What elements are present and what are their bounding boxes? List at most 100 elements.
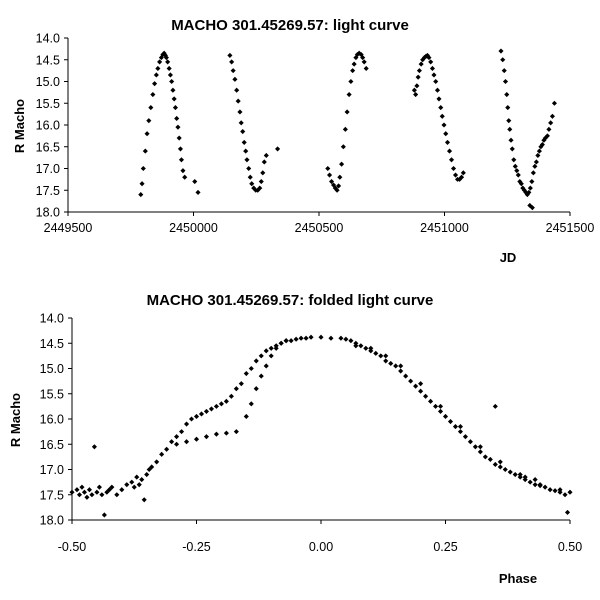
light-curve-data-point <box>433 78 439 85</box>
light-curve-data-point <box>546 126 552 132</box>
folded-light-curve-data-point <box>502 466 508 473</box>
folded-light-curve-data-point <box>462 434 468 440</box>
light-curve-data-point <box>434 87 441 93</box>
light-curve-data-point <box>240 128 246 135</box>
folded-light-curve-data-point <box>258 373 264 379</box>
light-curve-data-point <box>429 65 435 71</box>
light-curve-y-tick-label: 17.0 <box>36 162 60 176</box>
folded-light-curve-data-point <box>532 482 538 488</box>
folded-light-curve-data-point <box>328 335 334 341</box>
light-curve-data-point <box>146 118 152 124</box>
light-curve-data-point <box>142 148 148 154</box>
folded-light-curve-data-point <box>268 353 274 359</box>
light-curve-data-point <box>180 168 186 174</box>
light-curve-data-point <box>263 152 269 158</box>
light-curve-data-point <box>411 87 417 93</box>
folded-light-curve-data-point <box>564 509 571 515</box>
folded-light-curve-x-tick-label: 0.25 <box>433 540 457 554</box>
folded-light-curve-data-point <box>423 393 429 399</box>
folded-light-curve-y-tick-label: 14.5 <box>40 337 64 351</box>
folded-light-curve-data-point <box>418 381 424 387</box>
folded-light-curve-data-point <box>136 482 142 488</box>
folded-light-curve-data-point <box>273 345 279 351</box>
light-curve-x-tick-label: 2451000 <box>420 221 469 235</box>
folded-light-curve-data-point <box>348 338 354 344</box>
light-curve-data-point <box>416 68 422 74</box>
folded-light-curve-data-point <box>233 429 239 435</box>
light-curve-data-point <box>260 170 266 176</box>
light-curve-data-point <box>436 96 442 102</box>
light-curve-data-point <box>460 170 466 176</box>
light-curve-data-point <box>232 76 238 82</box>
light-curve-data-point <box>512 163 518 169</box>
light-curve-x-tick-label: 2450000 <box>169 221 218 235</box>
folded-light-curve-data-point <box>403 373 409 379</box>
light-curve-data-point <box>337 174 343 180</box>
light-curve-data-point <box>235 98 241 104</box>
folded-light-curve-data-point <box>101 512 107 518</box>
light-curve-data-point <box>148 105 154 111</box>
folded-light-curve-data-point <box>139 477 145 483</box>
folded-light-curve-data-point <box>174 441 180 447</box>
light-curve-data-point <box>167 72 173 78</box>
folded-light-curve-data-point <box>159 451 165 457</box>
folded-light-curve-data-point <box>293 336 299 342</box>
folded-light-curve-data-point <box>452 424 459 430</box>
folded-light-curve-data-point <box>393 363 399 369</box>
folded-light-curve-y-tick-label: 15.5 <box>40 387 64 401</box>
folded-light-curve-data-point <box>447 418 454 425</box>
folded-light-curve-data-point <box>477 444 483 450</box>
folded-light-curve-data-point <box>408 378 414 384</box>
folded-light-curve-x-tick-label: 0.00 <box>309 540 333 554</box>
light-curve-data-point <box>360 55 366 61</box>
light-curve-data-point <box>532 163 538 169</box>
folded-light-curve-data-point <box>203 434 210 440</box>
folded-light-curve-chart: MACHO 301.45269.57: folded light curve R… <box>8 292 582 586</box>
folded-light-curve-y-tick-label: 15.0 <box>40 362 64 376</box>
light-curve-data-point <box>363 65 369 71</box>
folded-light-curve-data-point <box>457 424 463 430</box>
folded-light-curve-data-point <box>86 487 92 493</box>
folded-light-curve-data-point <box>283 338 289 344</box>
folded-light-curve-data-point <box>96 484 102 490</box>
folded-light-curve-data-point <box>418 388 424 394</box>
folded-light-curve-data-point <box>238 381 244 387</box>
folded-light-curve-data-point <box>383 358 389 364</box>
light-curve-data-point <box>140 165 146 172</box>
folded-light-curve-data-point <box>91 444 97 450</box>
folded-light-curve-data-point <box>183 421 190 427</box>
folded-light-curve-data-point <box>492 403 498 409</box>
light-curve-data-point <box>174 115 180 122</box>
folded-light-curve-data-point <box>507 469 513 475</box>
light-curve-ylabel: R Macho <box>12 99 27 153</box>
folded-light-curve-data-point <box>84 494 90 500</box>
light-curve-data-point <box>157 59 163 65</box>
light-curve-data-point <box>507 126 513 132</box>
folded-light-curve-data-point <box>457 429 463 435</box>
light-curve-data-point <box>441 122 447 128</box>
folded-light-curve-data-point <box>263 348 269 354</box>
light-curve-data-point <box>348 78 354 85</box>
folded-light-curve-data-point <box>94 489 100 495</box>
folded-light-curve-data-point <box>268 345 274 351</box>
folded-light-curve-data-point <box>218 401 224 407</box>
light-curve-y-tick-label: 17.5 <box>36 184 60 198</box>
folded-light-curve-data-point <box>99 492 105 498</box>
light-curve-data-point <box>509 146 515 152</box>
folded-light-curve-x-tick-label: 0.50 <box>558 540 582 554</box>
light-curve-data-point <box>443 131 449 137</box>
folded-light-curve-data-point <box>263 363 269 369</box>
light-curve-data-point <box>549 113 555 119</box>
folded-light-curve-data-point <box>129 479 135 485</box>
folded-light-curve-y-tick-label: 18.0 <box>40 514 64 528</box>
light-curve-data-point <box>446 148 453 154</box>
folded-light-curve-data-point <box>298 335 304 341</box>
light-curve-data-point <box>515 172 521 178</box>
folded-light-curve-data-point <box>343 336 349 342</box>
folded-light-curve-points <box>69 334 573 518</box>
light-curve-data-point <box>498 48 504 54</box>
folded-light-curve-data-point <box>223 430 229 436</box>
folded-light-curve-data-point <box>482 454 488 460</box>
folded-light-curve-data-point <box>378 353 384 359</box>
light-curve-data-point <box>342 126 348 132</box>
